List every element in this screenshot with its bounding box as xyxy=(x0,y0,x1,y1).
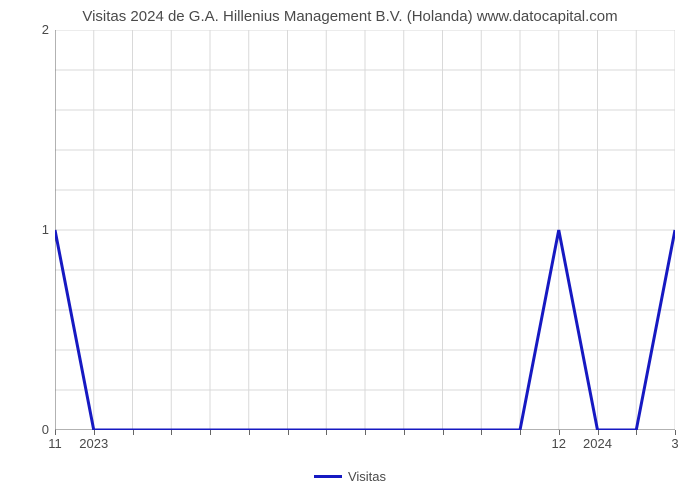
x-tick xyxy=(326,430,327,435)
x-tick xyxy=(288,430,289,435)
chart-plot xyxy=(55,30,675,430)
x-axis-label: 11 xyxy=(48,436,62,451)
legend-label: Visitas xyxy=(348,469,386,484)
x-tick xyxy=(249,430,250,435)
chart-legend: Visitas xyxy=(0,468,700,484)
x-axis-label: 2024 xyxy=(583,436,612,451)
x-axis-label: 3 xyxy=(671,436,678,451)
x-tick xyxy=(404,430,405,435)
x-tick xyxy=(636,430,637,435)
x-tick xyxy=(559,430,560,435)
y-axis-label: 2 xyxy=(42,22,49,37)
x-tick xyxy=(365,430,366,435)
x-axis-label: 2023 xyxy=(79,436,108,451)
chart-title: Visitas 2024 de G.A. Hillenius Managemen… xyxy=(0,8,700,25)
legend-swatch xyxy=(314,475,342,478)
x-tick xyxy=(171,430,172,435)
x-tick xyxy=(598,430,599,435)
x-axis-label: 12 xyxy=(552,436,566,451)
x-tick xyxy=(94,430,95,435)
x-tick xyxy=(520,430,521,435)
y-axis-label: 0 xyxy=(42,422,49,437)
y-axis-label: 1 xyxy=(42,222,49,237)
x-tick xyxy=(675,430,676,435)
x-tick xyxy=(443,430,444,435)
x-tick xyxy=(133,430,134,435)
x-tick xyxy=(481,430,482,435)
x-tick xyxy=(210,430,211,435)
x-tick xyxy=(55,430,56,435)
